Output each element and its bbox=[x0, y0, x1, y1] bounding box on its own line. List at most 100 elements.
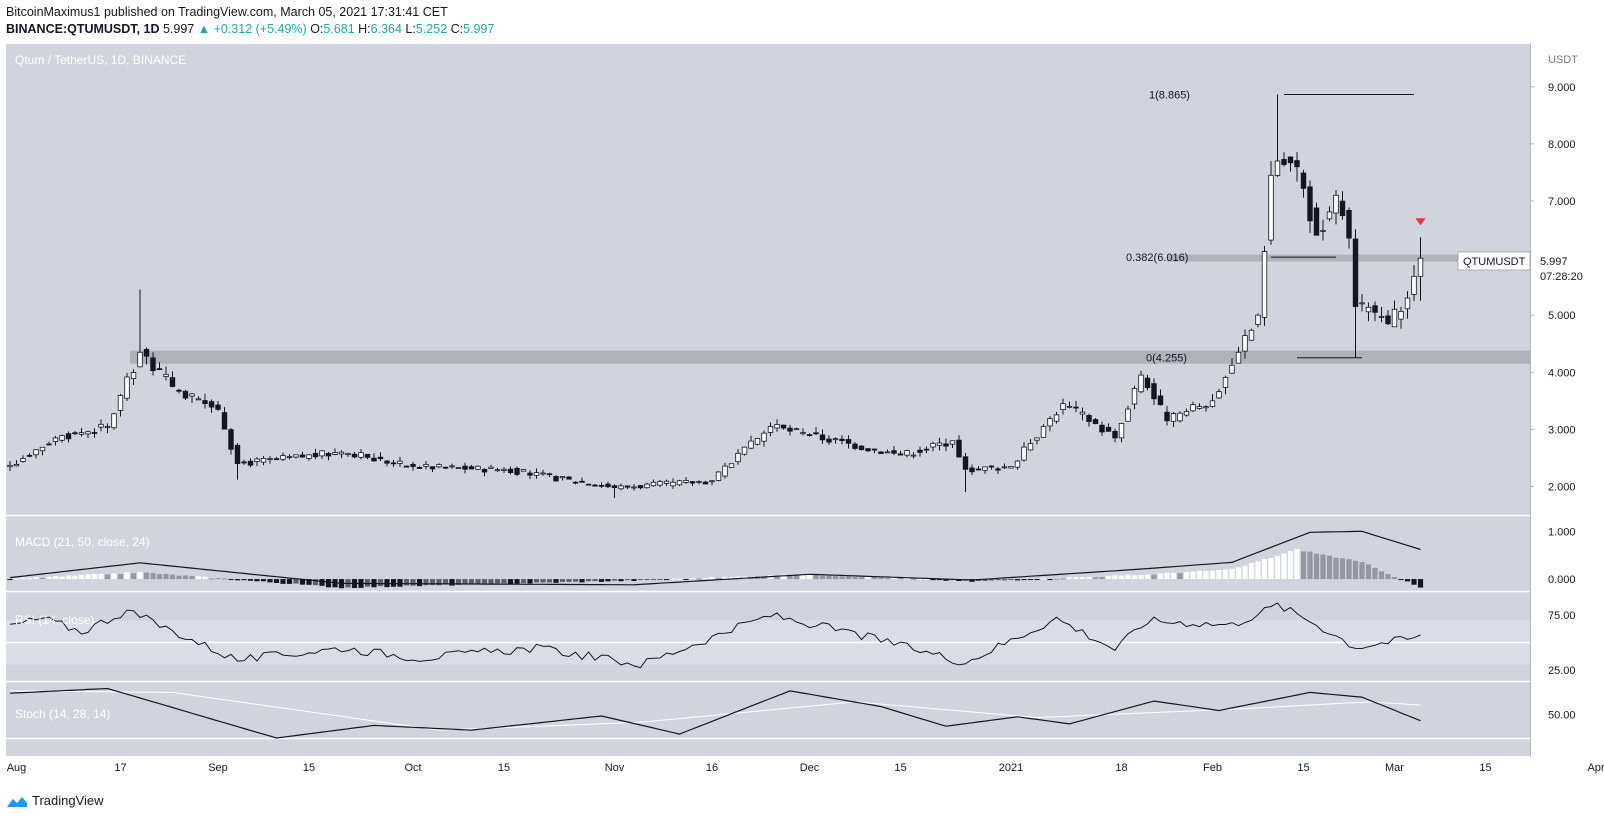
candle-up bbox=[1047, 418, 1053, 427]
symbol-text: BINANCE:QTUMUSDT, 1D bbox=[6, 22, 160, 36]
candle-up bbox=[910, 454, 917, 457]
stoch-tick-label: 50.00 bbox=[1548, 709, 1576, 721]
macd-histogram-bar bbox=[1190, 571, 1196, 580]
macd-histogram-bar bbox=[429, 579, 436, 586]
candle-down bbox=[241, 461, 247, 464]
candle-down bbox=[871, 448, 878, 451]
macd-histogram-bar bbox=[845, 576, 852, 580]
macd-histogram-bar bbox=[98, 573, 104, 580]
macd-histogram-bar bbox=[761, 576, 767, 580]
candle-down bbox=[1294, 160, 1300, 168]
low-value: 5.252 bbox=[415, 22, 448, 36]
macd-histogram-bar bbox=[306, 579, 312, 585]
candle-up bbox=[696, 481, 702, 483]
candle-down bbox=[390, 462, 397, 465]
rsi-tick-label: 25.00 bbox=[1548, 665, 1576, 677]
footer-brand[interactable]: TradingView bbox=[6, 793, 104, 809]
macd-histogram-bar bbox=[150, 573, 156, 580]
candle-up bbox=[260, 458, 267, 463]
candle-down bbox=[1352, 238, 1359, 308]
macd-histogram-bar bbox=[111, 573, 117, 580]
candle-up bbox=[254, 458, 260, 462]
macd-histogram-bar bbox=[163, 573, 169, 580]
macd-tick-label: 0.000 bbox=[1548, 574, 1576, 586]
candle-up bbox=[657, 481, 663, 486]
candle-down bbox=[956, 439, 962, 458]
candle-up bbox=[59, 435, 65, 441]
macd-histogram-bar bbox=[1151, 574, 1157, 580]
candle-up bbox=[124, 376, 130, 399]
candle-up bbox=[559, 476, 566, 479]
candle-up bbox=[936, 442, 943, 446]
time-tick-label: 15 bbox=[1479, 762, 1491, 774]
candle-up bbox=[1333, 194, 1339, 214]
macd-histogram-bar bbox=[189, 576, 195, 580]
macd-histogram-bar bbox=[715, 578, 722, 580]
macd-histogram-bar bbox=[319, 579, 325, 586]
close-label: C: bbox=[450, 22, 464, 36]
macd-histogram-bar bbox=[1391, 577, 1398, 580]
publisher-name[interactable]: BitcoinMaximus1 bbox=[6, 5, 101, 19]
candle-down bbox=[176, 389, 182, 392]
candle-up bbox=[189, 393, 195, 397]
macd-histogram-bar bbox=[1164, 572, 1170, 580]
macd-histogram-bar bbox=[1281, 553, 1287, 580]
support-zone bbox=[130, 350, 1530, 364]
macd-histogram-bar bbox=[1313, 553, 1320, 580]
candle-up bbox=[1391, 308, 1398, 328]
candle-up bbox=[754, 438, 761, 445]
macd-histogram-bar bbox=[722, 576, 728, 580]
macd-histogram-bar bbox=[13, 578, 20, 580]
candle-up bbox=[1248, 329, 1255, 341]
macd-histogram-bar bbox=[624, 579, 631, 581]
macd-histogram-bar bbox=[1261, 559, 1268, 580]
footer-brand-text: TradingView bbox=[32, 793, 104, 808]
currency-label: USDT bbox=[1548, 54, 1578, 66]
candle-up bbox=[111, 413, 117, 429]
price-tick-label: 7.000 bbox=[1548, 196, 1576, 208]
candle-down bbox=[481, 469, 488, 473]
candle-up bbox=[728, 463, 735, 468]
candle-up bbox=[930, 442, 936, 448]
candle-up bbox=[767, 426, 774, 433]
macd-histogram-bar bbox=[527, 579, 533, 584]
candle-down bbox=[995, 468, 1001, 471]
price-tick-label: 5.000 bbox=[1548, 310, 1576, 322]
macd-histogram-bar bbox=[59, 576, 65, 580]
macd-histogram-bar bbox=[832, 576, 839, 580]
macd-histogram-bar bbox=[494, 579, 501, 584]
time-tick-label: 15 bbox=[498, 762, 510, 774]
macd-histogram-bar bbox=[215, 578, 221, 580]
macd-histogram-bar bbox=[1008, 579, 1014, 581]
candle-down bbox=[1157, 395, 1164, 406]
macd-histogram-bar bbox=[78, 574, 85, 580]
candle-down bbox=[1112, 430, 1118, 439]
stoch-legend: Stoch (14, 28, 14) bbox=[15, 707, 110, 721]
candle-down bbox=[273, 458, 280, 461]
candle-up bbox=[1261, 251, 1268, 318]
macd-histogram-bar bbox=[1216, 570, 1222, 580]
macd-histogram-bar bbox=[1359, 562, 1365, 580]
ohlc-header: BINANCE:QTUMUSDT, 1D 5.997 ▲ +0.312 (+5.… bbox=[6, 22, 494, 36]
candle-up bbox=[332, 452, 338, 455]
macd-histogram-bar bbox=[553, 579, 559, 583]
macd-histogram-bar bbox=[728, 576, 735, 580]
macd-histogram-bar bbox=[637, 579, 644, 581]
candle-down bbox=[943, 443, 949, 447]
macd-histogram-bar bbox=[1060, 578, 1066, 580]
candle-down bbox=[182, 390, 189, 399]
macd-histogram-bar bbox=[884, 578, 891, 580]
macd-histogram-bar bbox=[858, 577, 865, 580]
candle-down bbox=[91, 432, 98, 434]
macd-histogram-bar bbox=[501, 579, 507, 584]
candle-down bbox=[403, 465, 410, 468]
macd-tick-label: 1.000 bbox=[1548, 526, 1576, 538]
candle-up bbox=[85, 431, 91, 435]
macd-histogram-bar bbox=[943, 579, 949, 581]
candle-down bbox=[169, 377, 176, 387]
candle-down bbox=[566, 476, 572, 480]
last-price: 5.997 bbox=[162, 22, 195, 36]
macd-histogram-bar bbox=[475, 579, 481, 585]
published-text: published on TradingView.com, March 05, … bbox=[103, 5, 448, 19]
